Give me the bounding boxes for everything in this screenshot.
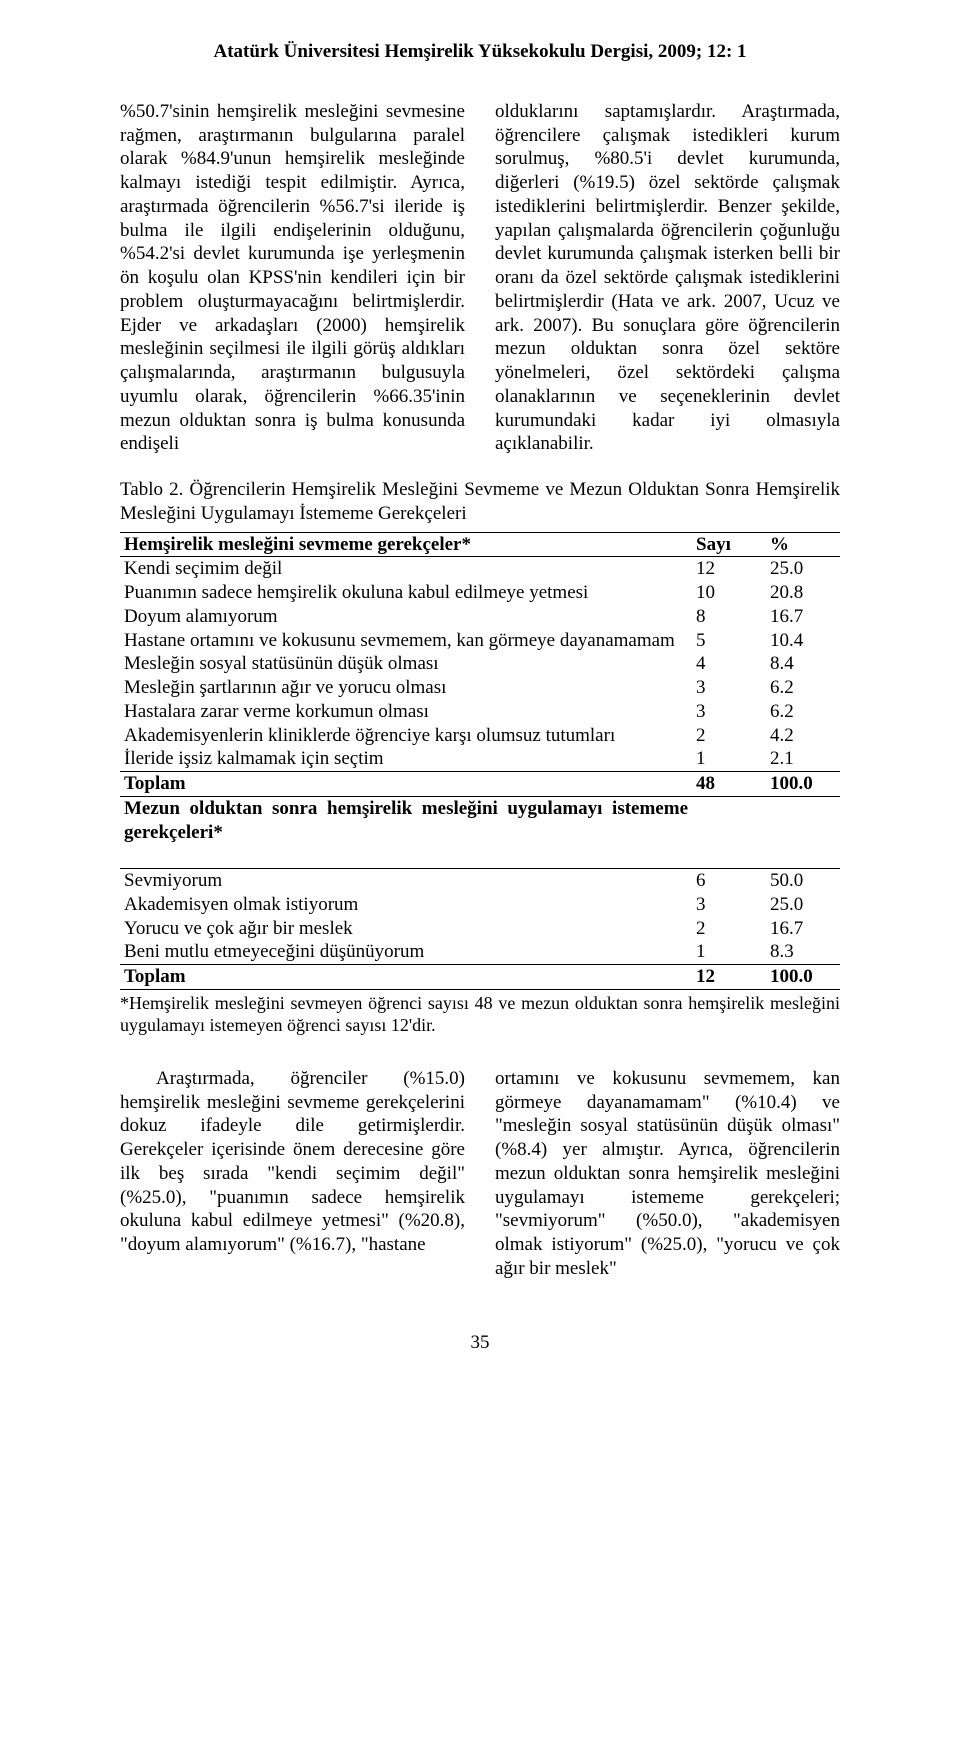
row-label: Akademisyen olmak istiyorum (120, 893, 692, 917)
row-pct: 20.8 (766, 581, 840, 605)
table-header-a: Hemşirelik mesleğini sevmeme gerekçeler*… (120, 533, 840, 557)
total-b-pct: 100.0 (766, 965, 840, 989)
total-b-label: Toplam (120, 965, 692, 989)
row-sayi: 4 (692, 652, 766, 676)
header-percent: % (766, 533, 840, 557)
row-pct: 16.7 (766, 917, 840, 941)
row-sayi: 2 (692, 724, 766, 748)
page-number: 35 (120, 1331, 840, 1355)
header-reason-b: Mezun olduktan sonra hemşirelik mesleğin… (120, 797, 692, 869)
row-pct: 10.4 (766, 629, 840, 653)
table-row: Mesleğin sosyal statüsünün düşük olması4… (120, 652, 840, 676)
table-row: Kendi seçimim değil1225.0 (120, 557, 840, 581)
header-reason-a: Hemşirelik mesleğini sevmeme gerekçeler* (120, 533, 692, 557)
row-label: Kendi seçimim değil (120, 557, 692, 581)
table-row: Yorucu ve çok ağır bir meslek216.7 (120, 917, 840, 941)
row-label: Akademisyenlerin kliniklerde öğrenciye k… (120, 724, 692, 748)
table-footnote: *Hemşirelik mesleğini sevmeyen öğrenci s… (120, 992, 840, 1037)
row-label: Mesleğin şartlarının ağır ve yorucu olma… (120, 676, 692, 700)
table-header-b: Mezun olduktan sonra hemşirelik mesleğin… (120, 797, 840, 869)
header-sayi: Sayı (692, 533, 766, 557)
row-sayi: 12 (692, 557, 766, 581)
total-a-sayi: 48 (692, 772, 766, 796)
reasons-table: Hemşirelik mesleğini sevmeme gerekçeler*… (120, 532, 840, 990)
row-pct: 25.0 (766, 893, 840, 917)
table-row: Hastalara zarar verme korkumun olması36.… (120, 700, 840, 724)
upper-left-column: %50.7'sinin hemşirelik mesleğini sevmesi… (120, 100, 465, 456)
table-row: Sevmiyorum650.0 (120, 869, 840, 893)
upper-columns: %50.7'sinin hemşirelik mesleğini sevmesi… (120, 100, 840, 456)
total-a-pct: 100.0 (766, 772, 840, 796)
table-row: Beni mutlu etmeyeceğini düşünüyorum18.3 (120, 940, 840, 964)
row-pct: 25.0 (766, 557, 840, 581)
lower-right-column: ortamını ve kokusunu sevmemem, kan görme… (495, 1067, 840, 1281)
row-sayi: 1 (692, 747, 766, 771)
row-label: Mesleğin sosyal statüsünün düşük olması (120, 652, 692, 676)
table-row: Akademisyen olmak istiyorum325.0 (120, 893, 840, 917)
journal-header: Atatürk Üniversitesi Hemşirelik Yüksekok… (120, 40, 840, 64)
lower-left-column: Araştırmada, öğrenciler (%15.0) hemşirel… (120, 1067, 465, 1281)
table-row: Mesleğin şartlarının ağır ve yorucu olma… (120, 676, 840, 700)
row-sayi: 5 (692, 629, 766, 653)
table-row: Puanımın sadece hemşirelik okuluna kabul… (120, 581, 840, 605)
row-label: Hastalara zarar verme korkumun olması (120, 700, 692, 724)
total-b: Toplam 12 100.0 (120, 965, 840, 989)
row-label: Yorucu ve çok ağır bir meslek (120, 917, 692, 941)
table-row: İleride işsiz kalmamak için seçtim12.1 (120, 747, 840, 771)
row-sayi: 2 (692, 917, 766, 941)
total-b-sayi: 12 (692, 965, 766, 989)
table-row: Doyum alamıyorum816.7 (120, 605, 840, 629)
row-sayi: 3 (692, 700, 766, 724)
row-label: Hastane ortamını ve kokusunu sevmemem, k… (120, 629, 692, 653)
row-label: Beni mutlu etmeyeceğini düşünüyorum (120, 940, 692, 964)
row-pct: 4.2 (766, 724, 840, 748)
row-sayi: 10 (692, 581, 766, 605)
row-pct: 6.2 (766, 700, 840, 724)
row-label: Doyum alamıyorum (120, 605, 692, 629)
row-label: Sevmiyorum (120, 869, 692, 893)
row-label: Puanımın sadece hemşirelik okuluna kabul… (120, 581, 692, 605)
row-label: İleride işsiz kalmamak için seçtim (120, 747, 692, 771)
total-a-label: Toplam (120, 772, 692, 796)
document-page: Atatürk Üniversitesi Hemşirelik Yüksekok… (0, 0, 960, 1414)
table-caption: Tablo 2. Öğrencilerin Hemşirelik Mesleği… (120, 478, 840, 526)
row-pct: 8.4 (766, 652, 840, 676)
row-sayi: 6 (692, 869, 766, 893)
row-pct: 50.0 (766, 869, 840, 893)
row-pct: 2.1 (766, 747, 840, 771)
row-sayi: 3 (692, 893, 766, 917)
upper-right-column: olduklarını saptamışlardır. Araştırmada,… (495, 100, 840, 456)
row-pct: 6.2 (766, 676, 840, 700)
table-row: Akademisyenlerin kliniklerde öğrenciye k… (120, 724, 840, 748)
row-sayi: 1 (692, 940, 766, 964)
lower-columns: Araştırmada, öğrenciler (%15.0) hemşirel… (120, 1067, 840, 1281)
total-a: Toplam 48 100.0 (120, 772, 840, 796)
row-pct: 8.3 (766, 940, 840, 964)
table-row: Hastane ortamını ve kokusunu sevmemem, k… (120, 629, 840, 653)
row-sayi: 3 (692, 676, 766, 700)
row-sayi: 8 (692, 605, 766, 629)
row-pct: 16.7 (766, 605, 840, 629)
